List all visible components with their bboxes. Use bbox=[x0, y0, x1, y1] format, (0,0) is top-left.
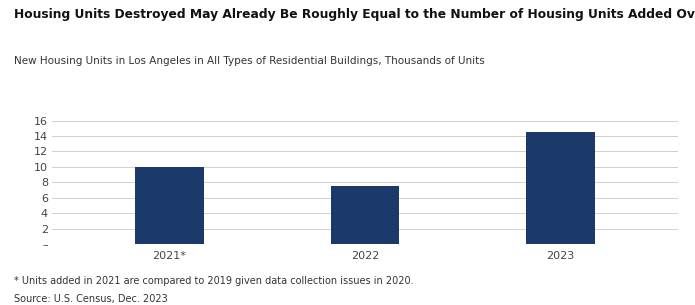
Text: New Housing Units in Los Angeles in All Types of Residential Buildings, Thousand: New Housing Units in Los Angeles in All … bbox=[14, 56, 484, 66]
Text: Housing Units Destroyed May Already Be Roughly Equal to the Number of Housing Un: Housing Units Destroyed May Already Be R… bbox=[14, 8, 695, 21]
Bar bbox=[136, 167, 204, 244]
Text: * Units added in 2021 are compared to 2019 given data collection issues in 2020.: * Units added in 2021 are compared to 20… bbox=[14, 276, 414, 286]
Bar bbox=[331, 186, 399, 244]
Bar bbox=[526, 132, 594, 244]
Text: Source: U.S. Census, Dec. 2023: Source: U.S. Census, Dec. 2023 bbox=[14, 294, 167, 304]
